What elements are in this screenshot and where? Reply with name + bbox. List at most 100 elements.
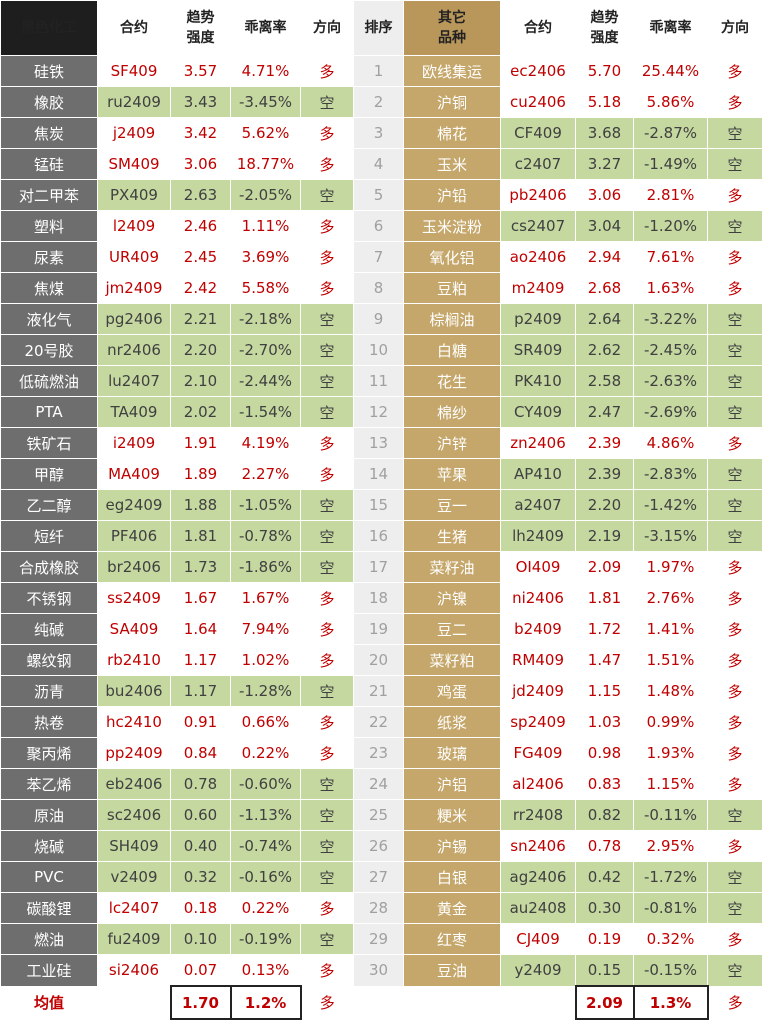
- name-cell: 不锈钢: [1, 583, 98, 614]
- rank-cell: 29: [354, 924, 404, 955]
- rank-cell: 16: [354, 521, 404, 552]
- contract-cell: hc2410: [98, 707, 171, 738]
- contract-cell: SF409: [98, 56, 171, 87]
- rank-cell: 4: [354, 149, 404, 180]
- direction-cell: 空: [708, 521, 762, 552]
- direction-cell: 多: [301, 428, 354, 459]
- name-cell: 硅铁: [1, 56, 98, 87]
- name-cell: 白银: [404, 862, 501, 893]
- name-cell: 对二甲苯: [1, 180, 98, 211]
- direction-cell: 多: [708, 986, 762, 1019]
- deviation-cell: -2.44%: [231, 366, 301, 397]
- name-cell: 原油: [1, 800, 98, 831]
- rank-cell: 20: [354, 645, 404, 676]
- strength-cell: 2.64: [576, 304, 634, 335]
- direction-cell: 多: [301, 459, 354, 490]
- direction-cell: 多: [708, 242, 762, 273]
- direction-cell: 空: [301, 862, 354, 893]
- deviation-cell: 0.99%: [634, 707, 708, 738]
- deviation-cell: 1.41%: [634, 614, 708, 645]
- contract-cell: au2408: [501, 893, 576, 924]
- direction-cell: 空: [708, 893, 762, 924]
- direction-cell: 多: [301, 242, 354, 273]
- strength-cell: 1.47: [576, 645, 634, 676]
- deviation-mean: 1.2%: [231, 986, 301, 1019]
- contract-cell: si2406: [98, 955, 171, 987]
- direction-cell: 多: [708, 180, 762, 211]
- deviation-cell: -3.15%: [634, 521, 708, 552]
- name-cell: 玉米淀粉: [404, 211, 501, 242]
- strength-cell: 0.98: [576, 738, 634, 769]
- strength-cell: 5.18: [576, 87, 634, 118]
- rank-cell: 12: [354, 397, 404, 428]
- deviation-cell: -0.19%: [231, 924, 301, 955]
- strength-cell: 2.20: [576, 490, 634, 521]
- deviation-cell: -1.05%: [231, 490, 301, 521]
- deviation-cell: 2.95%: [634, 831, 708, 862]
- direction-cell: 多: [301, 986, 354, 1019]
- rank-cell: 19: [354, 614, 404, 645]
- deviation-cell: -1.72%: [634, 862, 708, 893]
- contract-cell: a2407: [501, 490, 576, 521]
- direction-cell: 空: [708, 397, 762, 428]
- strength-cell: 1.89: [171, 459, 231, 490]
- direction-cell: 空: [708, 335, 762, 366]
- strength-cell: 1.91: [171, 428, 231, 459]
- rank-cell: 26: [354, 831, 404, 862]
- name-cell: 沪铅: [404, 180, 501, 211]
- name-cell: 低硫燃油: [1, 366, 98, 397]
- name-cell: 烧碱: [1, 831, 98, 862]
- name-cell: 玉米: [404, 149, 501, 180]
- contract-cell: PK410: [501, 366, 576, 397]
- strength-cell: 2.21: [171, 304, 231, 335]
- header-cell: 其它 品种: [404, 1, 501, 56]
- name-cell: 菜籽粕: [404, 645, 501, 676]
- name-cell: 燃油: [1, 924, 98, 955]
- deviation-cell: 1.93%: [634, 738, 708, 769]
- direction-cell: 空: [301, 335, 354, 366]
- deviation-cell: 25.44%: [634, 56, 708, 87]
- strength-cell: 1.81: [576, 583, 634, 614]
- contract-cell: bu2406: [98, 676, 171, 707]
- deviation-cell: 4.71%: [231, 56, 301, 87]
- direction-cell: 空: [301, 769, 354, 800]
- header-cell: 合约: [501, 1, 576, 56]
- direction-cell: 多: [708, 676, 762, 707]
- contract-cell: FG409: [501, 738, 576, 769]
- strength-cell: 1.15: [576, 676, 634, 707]
- direction-cell: 空: [301, 397, 354, 428]
- empty-cell: [98, 986, 171, 1019]
- name-cell: 工业硅: [1, 955, 98, 987]
- contract-cell: sp2409: [501, 707, 576, 738]
- deviation-cell: -2.69%: [634, 397, 708, 428]
- name-cell: 欧线集运: [404, 56, 501, 87]
- deviation-cell: 2.76%: [634, 583, 708, 614]
- strength-cell: 2.68: [576, 273, 634, 304]
- direction-cell: 空: [708, 304, 762, 335]
- direction-cell: 多: [301, 738, 354, 769]
- header-cell: 方向: [708, 1, 762, 56]
- name-cell: 锰硅: [1, 149, 98, 180]
- strength-cell: 2.09: [576, 552, 634, 583]
- rank-cell: 28: [354, 893, 404, 924]
- direction-cell: 多: [301, 707, 354, 738]
- contract-cell: ec2406: [501, 56, 576, 87]
- deviation-cell: 7.61%: [634, 242, 708, 273]
- contract-cell: TA409: [98, 397, 171, 428]
- deviation-cell: 0.22%: [231, 738, 301, 769]
- direction-cell: 空: [301, 924, 354, 955]
- deviation-cell: 2.81%: [634, 180, 708, 211]
- contract-cell: ni2406: [501, 583, 576, 614]
- strength-cell: 2.19: [576, 521, 634, 552]
- strength-cell: 1.17: [171, 645, 231, 676]
- direction-cell: 空: [708, 118, 762, 149]
- rank-cell: 1: [354, 56, 404, 87]
- direction-cell: 空: [301, 800, 354, 831]
- contract-cell: OI409: [501, 552, 576, 583]
- empty-cell: [404, 986, 501, 1019]
